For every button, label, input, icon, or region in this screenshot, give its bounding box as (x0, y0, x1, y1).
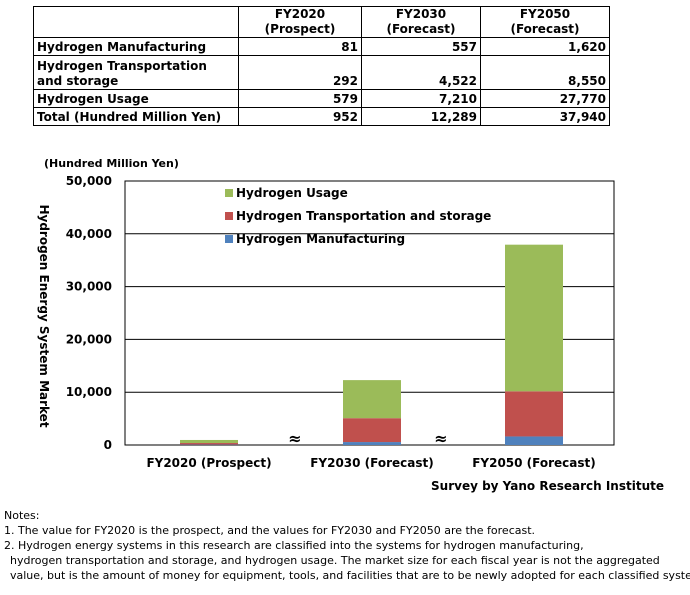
y-tick-label: 30,000 (66, 280, 112, 294)
table-cell: 952 (238, 107, 362, 126)
table-cell: 292 (238, 55, 362, 90)
note-item: 2. Hydrogen energy systems in this resea… (4, 539, 584, 552)
x-tick-label: FY2030 (Forecast) (310, 456, 434, 470)
x-tick-label: FY2020 (Prospect) (146, 456, 271, 470)
table-cell: 557 (361, 37, 481, 56)
table-cell: 81 (238, 37, 362, 56)
table-row: Total (Hundred Million Yen) 952 12,289 3… (33, 107, 610, 126)
note-item: hydrogen transportation and storage, and… (10, 554, 660, 567)
legend-label: Hydrogen Transportation and storage (236, 209, 491, 223)
y-tick-label: 40,000 (66, 227, 112, 241)
table-header-cell: FY2050 (Forecast) (480, 6, 610, 38)
note-item: 1. The value for FY2020 is the prospect,… (4, 524, 536, 537)
table-row-label: Hydrogen Manufacturing (33, 37, 239, 56)
table-row-label: Total (Hundred Million Yen) (33, 107, 239, 126)
note-item: value, but is the amount of money for eq… (10, 569, 690, 582)
bar-segment (505, 391, 563, 437)
table-cell: 1,620 (480, 37, 610, 56)
table-header-cell: FY2020 (Prospect) (238, 6, 362, 38)
table-row: Hydrogen Transportation and storage 292 … (33, 55, 610, 90)
table-row: Hydrogen Manufacturing 81 557 1,620 (33, 37, 610, 56)
table-cell: 4,522 (361, 55, 481, 90)
table-header-cell (33, 6, 239, 38)
bar-segment (180, 443, 238, 445)
unit-label: (Hundred Million Yen) (44, 157, 179, 170)
notes: Notes: 1. The value for FY2020 is the pr… (4, 508, 690, 583)
legend-swatch (225, 235, 233, 243)
data-table: FY2020 (Prospect) FY2030 (Forecast) FY20… (33, 6, 610, 126)
bar-segment (505, 436, 563, 445)
table-cell: 27,770 (480, 89, 610, 108)
table-cell: 12,289 (361, 107, 481, 126)
y-axis-label: Hydrogen Energy System Market (37, 204, 51, 427)
source-label: Survey by Yano Research Institute (431, 479, 664, 493)
y-tick-label: 10,000 (66, 385, 112, 399)
legend-label: Hydrogen Usage (236, 186, 348, 200)
table-row-label: Hydrogen Usage (33, 89, 239, 108)
bar-segment (343, 380, 401, 419)
legend-swatch (225, 212, 233, 220)
bar-segment (505, 244, 563, 392)
bar-segment (343, 442, 401, 445)
x-tick-label: FY2050 (Forecast) (472, 456, 596, 470)
notes-heading: Notes: (4, 509, 40, 522)
bar-segment (343, 418, 401, 443)
y-tick-label: 20,000 (66, 332, 112, 346)
table-cell: 579 (238, 89, 362, 108)
table-cell: 37,940 (480, 107, 610, 126)
stacked-bar-chart: 0 10,000 20,000 30,000 40,000 50,000 (Hundred … (37, 157, 664, 493)
bar-segment (180, 439, 238, 444)
y-tick-label: 50,000 (66, 174, 112, 188)
table-cell: 8,550 (480, 55, 610, 90)
legend-swatch (225, 189, 233, 197)
y-tick-label: 0 (104, 438, 112, 452)
axis-break-mark: ≈ (434, 429, 447, 448)
table-row-label: Hydrogen Transportation and storage (33, 55, 239, 90)
legend-label: Hydrogen Manufacturing (236, 232, 405, 246)
axis-break-mark: ≈ (288, 429, 301, 448)
table-row: Hydrogen Usage 579 7,210 27,770 (33, 89, 610, 108)
table-cell: 7,210 (361, 89, 481, 108)
table-header-row: FY2020 (Prospect) FY2030 (Forecast) FY20… (33, 6, 610, 38)
table-header-cell: FY2030 (Forecast) (361, 6, 481, 38)
